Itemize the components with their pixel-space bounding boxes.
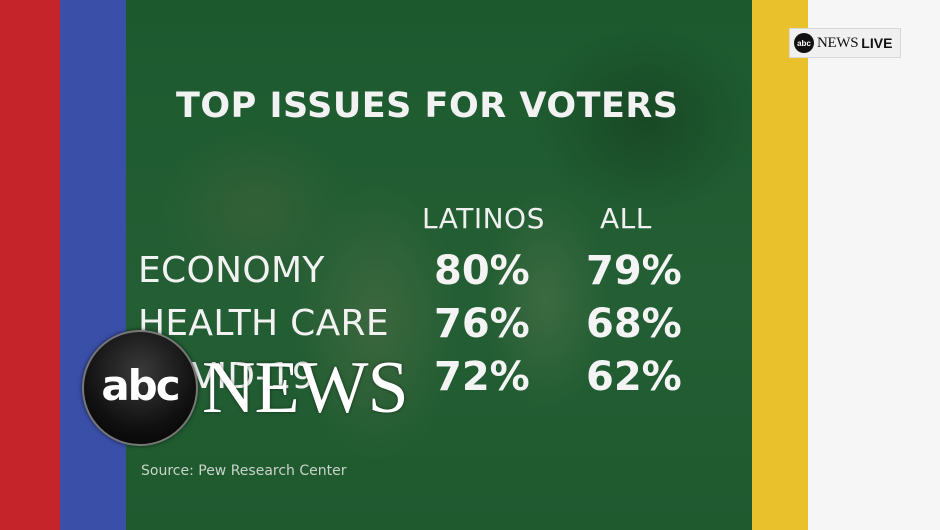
all-value: 62% [586,354,682,400]
abc-circle-logo-icon: abc [82,330,198,446]
source-credit: Source: Pew Research Center [141,463,347,479]
all-value: 68% [586,301,682,347]
bug-news-text: NEWS [817,34,859,51]
logo-abc-text: abc [101,360,180,410]
green-graphic-panel [126,0,752,530]
latinos-value: 80% [434,248,530,294]
latinos-value: 72% [434,354,530,400]
logo-news-text: NEWS [202,347,409,429]
abc-news-watermark: abc NEWS [82,330,409,446]
yellow-band [752,0,808,530]
column-header-latinos: LATINOS [422,202,545,235]
table-row: ECONOMY 80% 79% [138,248,708,300]
row-label: HEALTH CARE [138,303,389,344]
red-band [0,0,60,530]
table-row: HEALTH CARE 76% 68% [138,301,708,353]
column-header-all: ALL [600,202,652,235]
blue-band [60,0,126,530]
all-value: 79% [586,248,682,294]
row-label: ECONOMY [138,250,325,291]
bug-live-text: LIVE [861,35,893,51]
graphic-title: TOP ISSUES FOR VOTERS [176,86,679,126]
latinos-value: 76% [434,301,530,347]
table-row: COVID-19 72% 62% [138,354,708,406]
white-band [808,0,940,530]
abc-logo-icon: abc [794,33,814,53]
abc-news-live-bug: abc NEWS LIVE [789,28,901,58]
